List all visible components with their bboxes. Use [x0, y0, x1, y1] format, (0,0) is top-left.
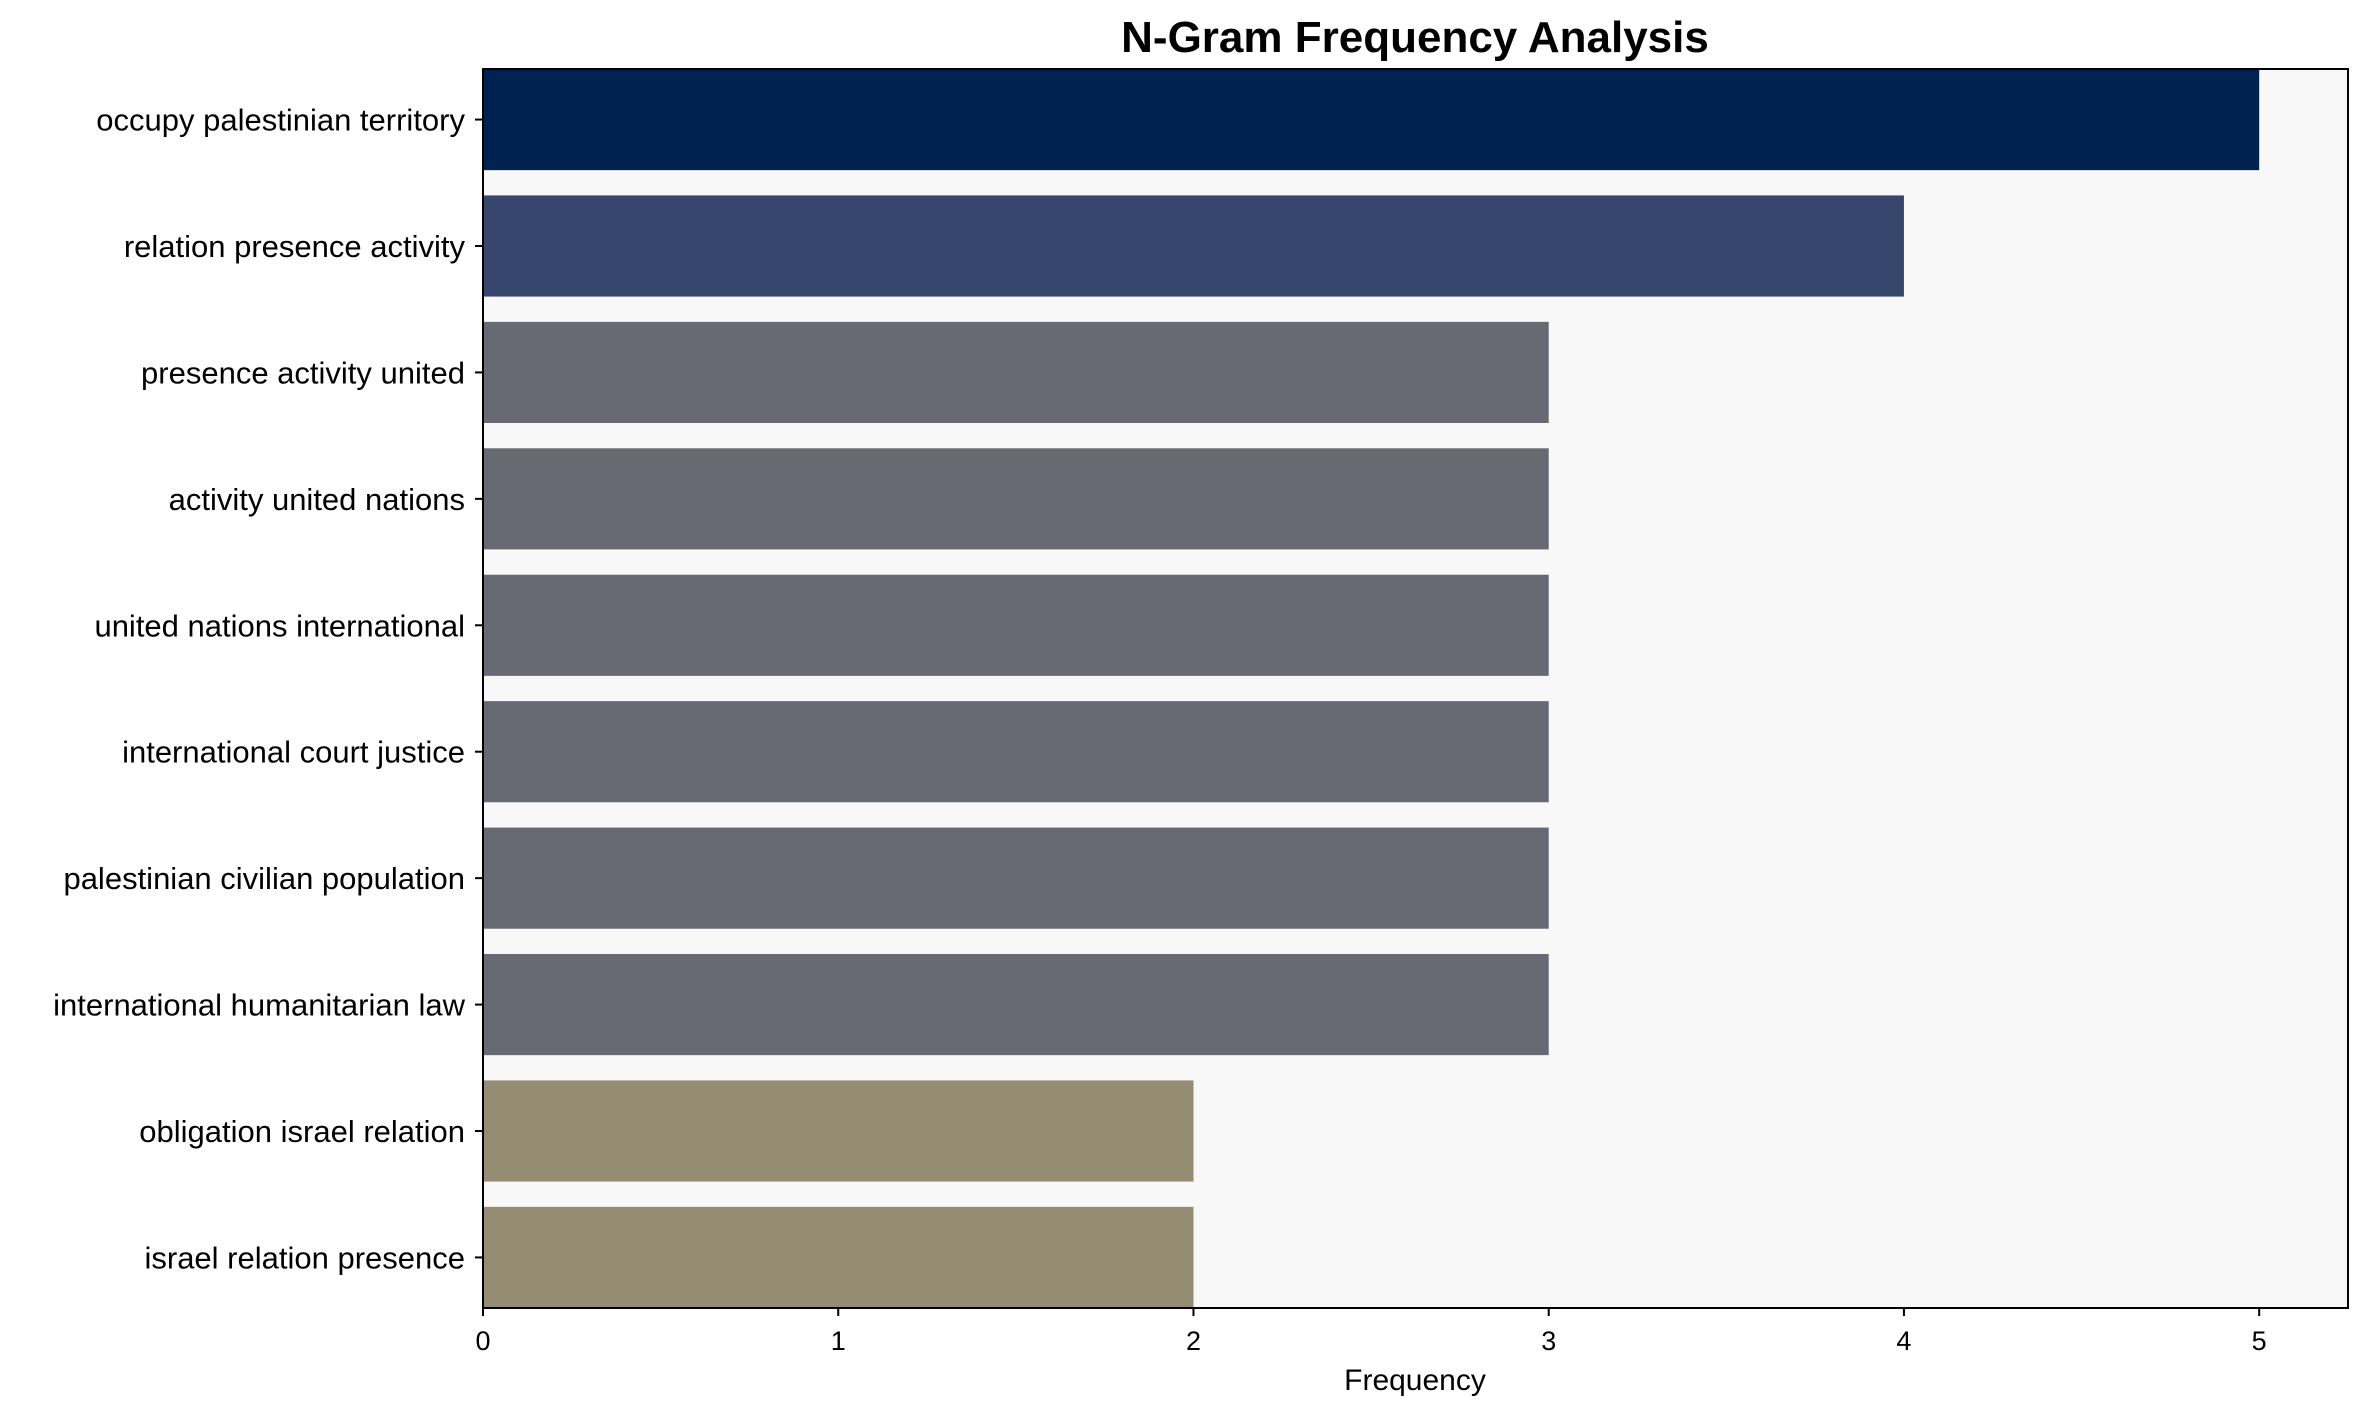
y-tick-label: relation presence activity	[124, 229, 466, 264]
x-tick-label: 2	[1186, 1326, 1201, 1356]
bar	[483, 321, 1549, 423]
bar	[483, 1206, 1194, 1308]
y-tick-label: activity united nations	[169, 482, 465, 517]
plot-frame	[482, 68, 2349, 1309]
bar	[483, 69, 2260, 171]
bar	[483, 1080, 1194, 1182]
x-tick-label: 4	[1896, 1326, 1911, 1356]
x-tick-label: 1	[831, 1326, 846, 1356]
y-tick-label: obligation israel relation	[139, 1114, 465, 1149]
x-axis-label: Frequency	[1344, 1364, 1486, 1397]
y-tick-label: palestinian civilian population	[63, 861, 465, 896]
bar	[483, 574, 1549, 676]
y-tick-label: united nations international	[94, 608, 465, 643]
bar	[483, 827, 1549, 929]
y-tick-label: presence activity united	[141, 355, 465, 390]
bar	[483, 954, 1549, 1056]
x-tick-label: 5	[2252, 1326, 2267, 1356]
x-tick-label: 3	[1541, 1326, 1556, 1356]
y-tick-label: international humanitarian law	[53, 988, 465, 1023]
bar	[483, 448, 1549, 550]
chart-title: N-Gram Frequency Analysis	[1121, 13, 1709, 62]
bar	[483, 195, 1904, 297]
y-tick-label: international court justice	[122, 735, 465, 770]
y-tick-label: israel relation presence	[144, 1240, 465, 1275]
x-tick-label: 0	[475, 1326, 490, 1356]
bar	[483, 701, 1549, 803]
y-tick-label: occupy palestinian territory	[96, 103, 465, 138]
